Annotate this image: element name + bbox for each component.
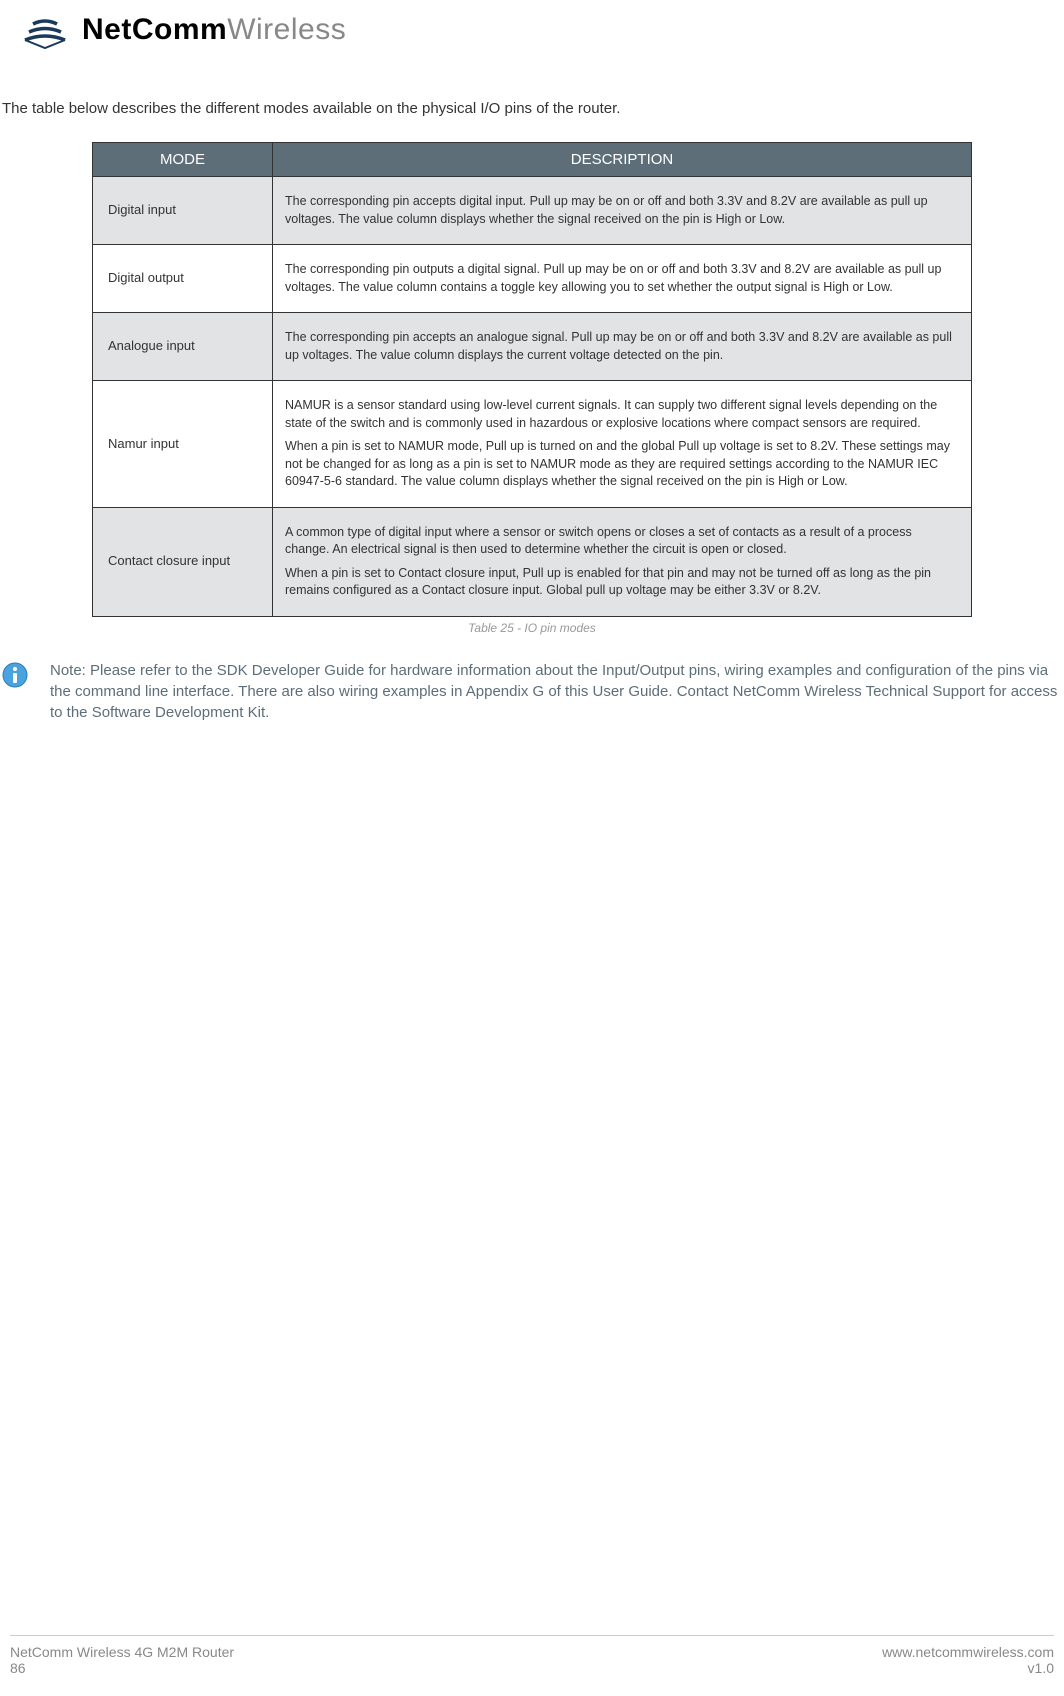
description-paragraph: NAMUR is a sensor standard using low-lev…	[285, 397, 959, 432]
footer-left: NetComm Wireless 4G M2M Router 86	[10, 1644, 234, 1676]
netcomm-logo-icon	[20, 10, 70, 50]
brand-bold-text: NetComm	[82, 13, 227, 46]
footer-right: www.netcommwireless.com v1.0	[882, 1644, 1054, 1676]
table-row: Namur input NAMUR is a sensor standard us…	[93, 381, 972, 508]
description-cell: The corresponding pin accepts an analogu…	[273, 313, 972, 381]
brand-name: NetCommWireless	[82, 13, 346, 47]
brand-light-text: Wireless	[227, 13, 346, 46]
description-cell: A common type of digital input where a s…	[273, 507, 972, 616]
description-cell: NAMUR is a sensor standard using low-lev…	[273, 381, 972, 508]
footer-version: v1.0	[882, 1660, 1054, 1676]
mode-column-header: MODE	[93, 143, 273, 177]
description-paragraph: When a pin is set to NAMUR mode, Pull up…	[285, 438, 959, 491]
table-row: Contact closure input A common type of di…	[93, 507, 972, 616]
info-icon	[2, 662, 28, 688]
intro-text: The table below describes the different …	[0, 100, 1064, 117]
mode-cell: Analogue input	[93, 313, 273, 381]
description-paragraph: The corresponding pin accepts an analogu…	[285, 329, 959, 364]
table-row: Digital input The corresponding pin accep…	[93, 177, 972, 245]
mode-cell: Digital output	[93, 245, 273, 313]
description-paragraph: When a pin is set to Contact closure inp…	[285, 565, 959, 600]
mode-cell: Namur input	[93, 381, 273, 508]
description-cell: The corresponding pin outputs a digital …	[273, 245, 972, 313]
table-row: Analogue input The corresponding pin acce…	[93, 313, 972, 381]
io-modes-table-wrapper: MODEDESCRIPTION Digital input The corresp…	[92, 142, 972, 635]
footer-url: www.netcommwireless.com	[882, 1644, 1054, 1660]
page-header: NetCommWireless	[0, 0, 1064, 60]
description-column-header: DESCRIPTION	[273, 143, 972, 177]
footer-page: 86	[10, 1660, 234, 1676]
mode-cell: Contact closure input	[93, 507, 273, 616]
footer-product: NetComm Wireless 4G M2M Router	[10, 1644, 234, 1660]
page-footer: NetComm Wireless 4G M2M Router 86 www.ne…	[10, 1635, 1054, 1676]
table-caption: Table 25 - IO pin modes	[92, 621, 972, 635]
description-cell: The corresponding pin accepts digital in…	[273, 177, 972, 245]
note-text: Note: Please refer to the SDK Developer …	[50, 660, 1062, 723]
io-modes-table: MODEDESCRIPTION Digital input The corresp…	[92, 142, 972, 617]
note-block: Note: Please refer to the SDK Developer …	[0, 660, 1064, 723]
table-row: Digital output The corresponding pin outp…	[93, 245, 972, 313]
description-paragraph: A common type of digital input where a s…	[285, 524, 959, 559]
description-paragraph: The corresponding pin accepts digital in…	[285, 193, 959, 228]
mode-cell: Digital input	[93, 177, 273, 245]
description-paragraph: The corresponding pin outputs a digital …	[285, 261, 959, 296]
